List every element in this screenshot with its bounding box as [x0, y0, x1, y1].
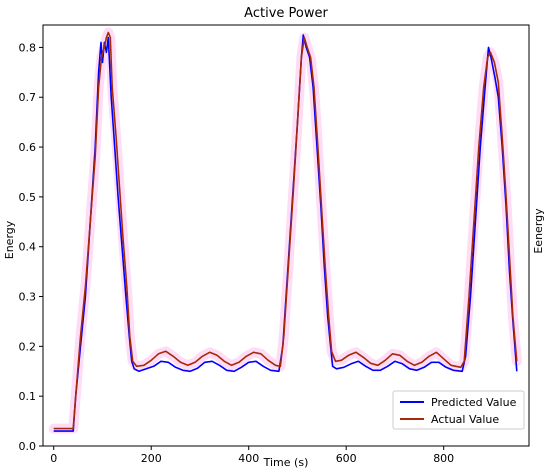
y-axis-ticks: 0.0 0.1 0.2 0.3 0.4 0.5 0.6 0.7 0.8 — [19, 41, 43, 453]
series-line-actual — [53, 31, 518, 430]
legend-label-predicted: Predicted Value — [431, 396, 517, 409]
y-tick-label: 0.0 — [19, 440, 37, 453]
x-axis-ticks: 0 200 400 600 800 — [50, 446, 454, 465]
plot-frame — [42, 24, 530, 447]
legend: Predicted Value Actual Value — [392, 390, 525, 430]
y-axis-label: Energy — [3, 220, 16, 259]
legend-box — [392, 390, 525, 430]
y-tick-label: 0.6 — [19, 141, 37, 154]
x-tick-label: 400 — [238, 452, 259, 465]
y-tick-label: 0.2 — [19, 340, 37, 353]
x-axis-label: Time (s) — [263, 456, 309, 469]
series-layer — [53, 31, 518, 432]
y-tick-label: 0.8 — [19, 41, 37, 54]
x-tick-label: 200 — [141, 452, 162, 465]
y-tick-label: 0.7 — [19, 91, 37, 104]
legend-label-actual: Actual Value — [431, 413, 499, 426]
chart-title: Active Power — [244, 6, 328, 21]
y-tick-label: 0.3 — [19, 291, 37, 304]
y-tick-label: 0.4 — [19, 241, 37, 254]
y-axis-label-right: Eenergy — [532, 208, 545, 254]
y-tick-label: 0.5 — [19, 191, 37, 204]
x-tick-label: 0 — [50, 452, 57, 465]
x-tick-label: 800 — [433, 452, 454, 465]
x-tick-label: 600 — [336, 452, 357, 465]
y-tick-label: 0.1 — [19, 390, 37, 403]
